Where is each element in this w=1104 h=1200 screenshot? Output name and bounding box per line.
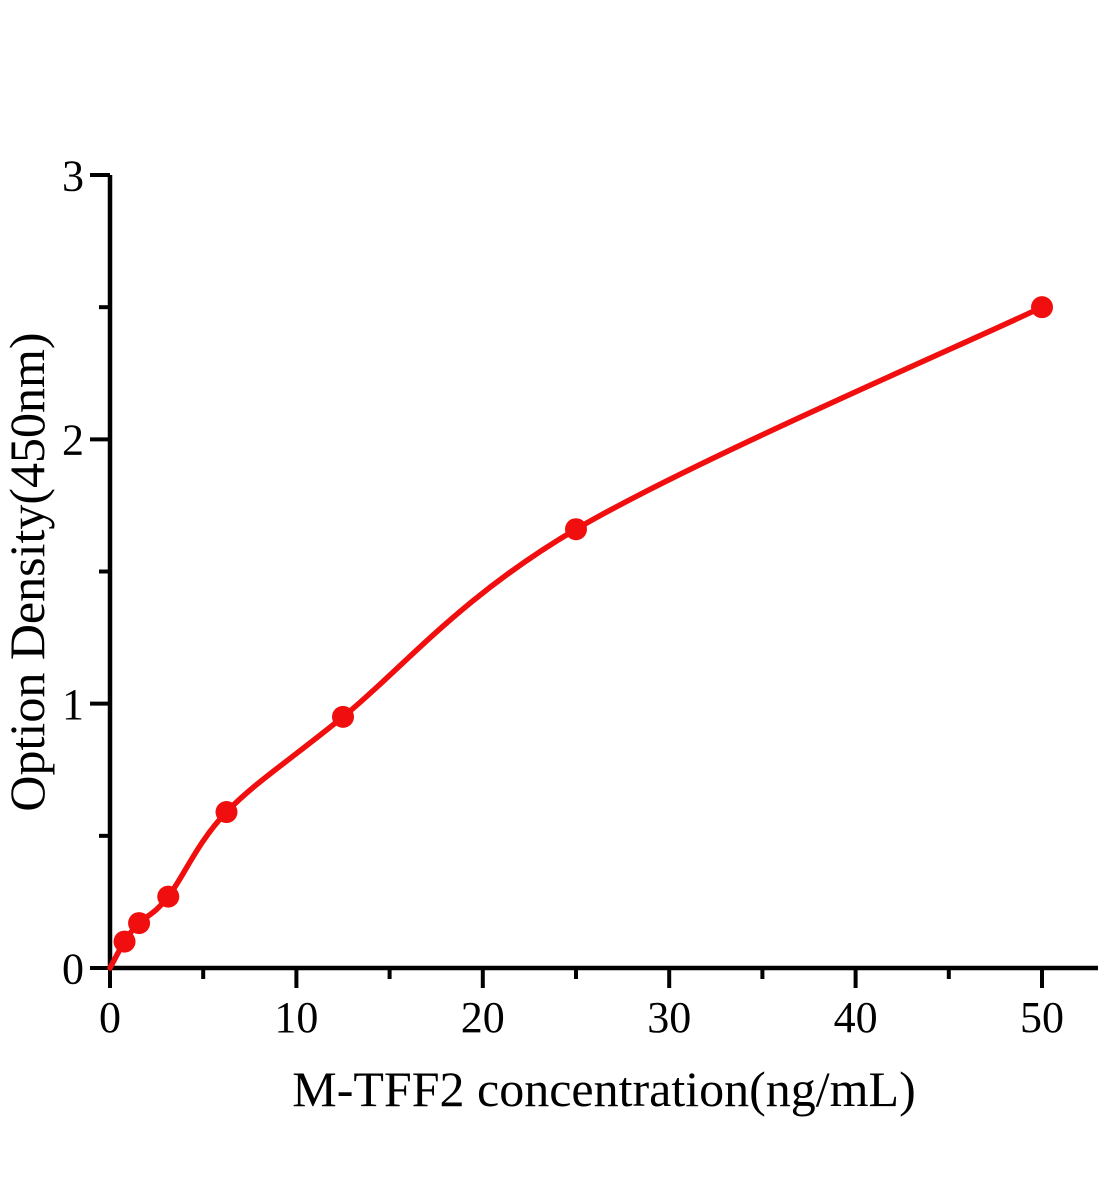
y-tick-label: 0 bbox=[62, 944, 84, 993]
x-tick-label: 0 bbox=[99, 993, 121, 1042]
data-point bbox=[215, 801, 238, 824]
data-point bbox=[332, 705, 354, 728]
data-point bbox=[157, 885, 180, 908]
data-point bbox=[565, 518, 587, 541]
x-tick-label: 50 bbox=[1020, 993, 1064, 1042]
x-tick-label: 30 bbox=[647, 993, 691, 1042]
data-point bbox=[1031, 296, 1053, 319]
data-point bbox=[113, 930, 136, 953]
y-tick-label: 2 bbox=[62, 416, 84, 465]
x-axis-title: M-TFF2 concentration(ng/mL) bbox=[292, 1061, 916, 1117]
x-tick-label: 40 bbox=[834, 993, 878, 1042]
y-tick-label: 3 bbox=[62, 151, 84, 200]
y-axis-title: Option Density(450nm) bbox=[0, 332, 55, 811]
x-tick-label: 10 bbox=[274, 993, 318, 1042]
fit-curve bbox=[107, 304, 1045, 971]
data-point bbox=[128, 912, 151, 935]
x-tick-label: 20 bbox=[461, 993, 505, 1042]
y-tick-label: 1 bbox=[62, 680, 84, 729]
